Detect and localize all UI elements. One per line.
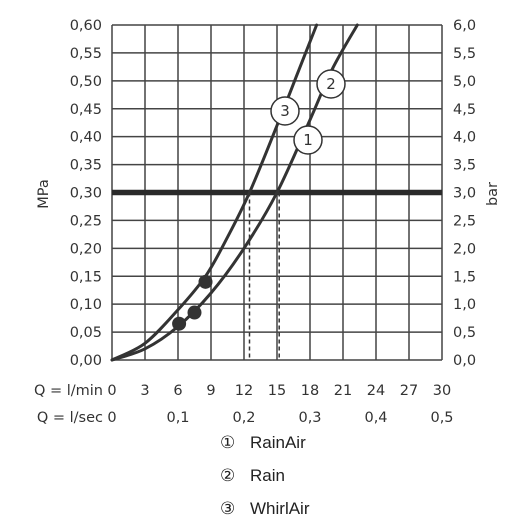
x-tick-lmin: 0 [107, 383, 116, 399]
x-tick-lmin: 27 [400, 383, 418, 399]
y-tick-left: 0,55 [70, 46, 102, 62]
x-tick-lmin: 18 [301, 383, 319, 399]
series-marker-rain [316, 69, 346, 99]
y-tick-left: 0,10 [70, 297, 102, 313]
series-line-whirlair [110, 23, 319, 362]
y-tick-right: 2,0 [453, 241, 476, 257]
y-axis-left-label: MPa [36, 179, 52, 209]
y-tick-right: 5,0 [453, 74, 476, 90]
legend-label: RainAir [250, 433, 306, 452]
data-point [198, 274, 213, 289]
x-tick-lsec: 0,1 [166, 410, 189, 426]
x-tick-lsec: 0,4 [364, 410, 387, 426]
x-axis-lsec-label: Q = l/sec [37, 410, 103, 426]
chart-points: 1 2 3 [172, 69, 346, 331]
y-tick-right: 1,5 [453, 269, 476, 285]
series-marker-rainair [293, 125, 323, 155]
y-tick-right: 0,5 [453, 325, 476, 341]
legend-item-whirlair: ③ WhirlAir [220, 499, 310, 518]
legend-label: Rain [250, 466, 285, 485]
y-tick-left: 0,40 [70, 130, 102, 146]
x-tick-lmin: 24 [367, 383, 385, 399]
y-tick-right: 5,5 [453, 46, 476, 62]
series-marker-label: 1 [303, 131, 313, 149]
y-axis-right-label: bar [485, 182, 501, 206]
y-tick-right: 6,0 [453, 18, 476, 34]
y-tick-left: 0,45 [70, 102, 102, 118]
y-tick-left: 0,35 [70, 158, 102, 174]
y-tick-left: 0,25 [70, 213, 102, 229]
y-tick-left: 0,30 [70, 186, 102, 202]
data-point [187, 305, 202, 320]
x-tick-lsec: 0 [107, 410, 116, 426]
x-tick-lmin: 9 [206, 383, 215, 399]
legend-item-rainair: ① RainAir [220, 433, 306, 452]
y-tick-left: 0,60 [70, 18, 102, 34]
data-point [172, 316, 187, 331]
y-tick-left: 0,00 [70, 353, 102, 369]
y-tick-right: 2,5 [453, 213, 476, 229]
x-tick-lmin: 3 [140, 383, 149, 399]
x-tick-lsec: 0,3 [298, 410, 321, 426]
x-tick-lsec: 0,2 [232, 410, 255, 426]
y-tick-right: 0,0 [453, 353, 476, 369]
y-tick-left: 0,05 [70, 325, 102, 341]
x-tick-lmin: 21 [334, 383, 352, 399]
legend-symbol: ③ [220, 499, 235, 518]
y-tick-left: 0,15 [70, 269, 102, 285]
series-marker-whirlair [270, 96, 300, 126]
x-axis-lmin-label: Q = l/min [34, 383, 103, 399]
x-tick-lmin: 6 [173, 383, 182, 399]
legend-label: WhirlAir [250, 499, 310, 518]
x-tick-lmin: 30 [433, 383, 451, 399]
y-tick-right: 4,0 [453, 130, 476, 146]
chart-legend: ① RainAir ② Rain ③ WhirlAir [220, 433, 310, 518]
series-marker-label: 3 [280, 102, 290, 120]
y-tick-right: 4,5 [453, 102, 476, 118]
series-marker-label: 2 [326, 75, 336, 93]
legend-item-rain: ② Rain [220, 466, 285, 485]
y-tick-right: 3,5 [453, 158, 476, 174]
legend-symbol: ② [220, 466, 235, 485]
legend-symbol: ① [220, 433, 235, 452]
chart-labels: MPa bar Q = l/min Q = l/sec 0,00 0,0 0,05 0… [34, 18, 501, 426]
y-tick-right: 1,0 [453, 297, 476, 313]
y-tick-left: 0,50 [70, 74, 102, 90]
y-tick-right: 3,0 [453, 186, 476, 202]
x-tick-lmin: 15 [268, 383, 286, 399]
x-tick-lmin: 12 [235, 383, 253, 399]
x-tick-lsec: 0,5 [430, 410, 453, 426]
y-tick-left: 0,20 [70, 241, 102, 257]
